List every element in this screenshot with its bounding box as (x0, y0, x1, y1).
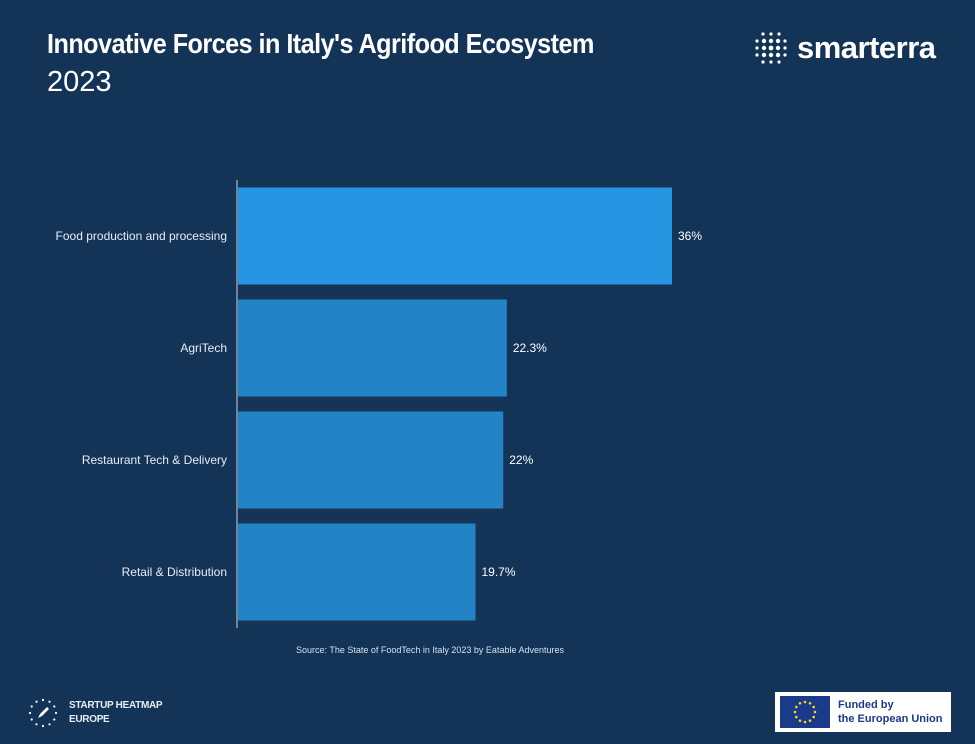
page-subtitle: 2023 (47, 66, 112, 98)
eu-funding-badge: Funded by the European Union (775, 692, 951, 732)
category-label: Food production and processing (56, 229, 227, 243)
brand-logo: smarterra (753, 30, 936, 66)
startup-heatmap-logo: STARTUP HEATMAP EUROPE (27, 697, 163, 729)
brand-name: smarterra (797, 30, 936, 65)
bar (238, 299, 507, 397)
category-label: AgriTech (180, 341, 227, 355)
bar (238, 187, 672, 285)
heatmap-line-2: EUROPE (69, 714, 110, 725)
bar (238, 411, 504, 509)
value-label: 22.3% (513, 341, 547, 355)
page-title: Innovative Forces in Italy's Agrifood Ec… (47, 28, 594, 59)
eu-line-2: the European Union (838, 713, 943, 725)
source-note: Source: The State of FoodTech in Italy 2… (295, 645, 564, 655)
eu-flag-icon (780, 696, 830, 728)
category-label: Retail & Distribution (122, 565, 227, 579)
value-label: 19.7% (481, 565, 515, 579)
rocket-icon (28, 698, 58, 728)
category-label: Restaurant Tech & Delivery (82, 453, 227, 467)
value-label: 36% (678, 229, 702, 243)
value-label: 22% (509, 453, 533, 467)
heatmap-line-1: STARTUP HEATMAP (69, 700, 163, 711)
dot-grid-icon (755, 32, 787, 64)
eu-line-1: Funded by (838, 699, 894, 711)
bar (238, 523, 476, 621)
